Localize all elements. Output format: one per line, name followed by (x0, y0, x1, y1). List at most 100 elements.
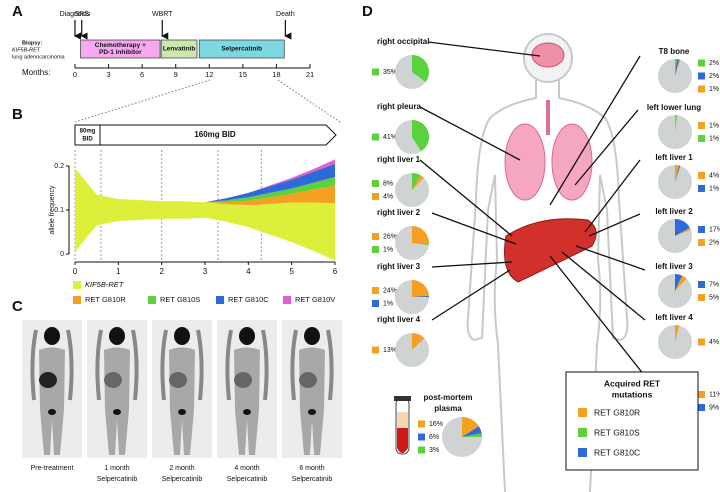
legend-label: RET G810C (594, 447, 640, 457)
label-swatch (418, 433, 425, 441)
scan-arms (225, 329, 269, 401)
pie-slice (675, 115, 677, 132)
tick-label: 3 (106, 70, 110, 79)
tick-label: 9 (174, 70, 178, 79)
label-swatch (698, 404, 705, 411)
value-label: 9% (709, 404, 719, 411)
tick-label: 0 (73, 267, 78, 276)
scan-label: 6 month (299, 465, 324, 472)
site-title: post-mortem (424, 393, 473, 402)
value-label: 13% (383, 347, 397, 354)
treatment-bar (80, 39, 161, 59)
tick-label: 12 (205, 70, 213, 79)
label-swatch (698, 226, 705, 233)
site-title: left liver 3 (655, 262, 693, 271)
scan-label: Pre-treatment (31, 465, 74, 472)
event-label: Diagnosis (60, 11, 91, 18)
scan-head (44, 327, 60, 345)
label-swatch (698, 172, 705, 179)
value-label: 2% (709, 239, 719, 246)
site-title: plasma (434, 404, 462, 413)
tick-label: 5 (289, 267, 294, 276)
label-swatch (372, 300, 379, 307)
legend-label: RET G810R (594, 407, 640, 417)
legend-swatch (283, 296, 291, 304)
pet-scan (217, 320, 277, 458)
pie-slice (462, 433, 482, 437)
pie-slice (675, 59, 681, 76)
body-illustration (394, 33, 629, 492)
value-label: 4% (383, 193, 393, 200)
pie-slice (412, 120, 429, 152)
label-swatch (418, 446, 425, 454)
event-label: Death (276, 11, 295, 18)
site-title: left liver 1 (655, 153, 693, 162)
pie-slice (675, 59, 680, 76)
value-label: 41% (383, 134, 397, 141)
scan-liver (169, 372, 187, 388)
leader-line (431, 261, 513, 268)
scan-arms (95, 329, 139, 401)
scan-arms (30, 329, 74, 401)
label-swatch (698, 239, 705, 246)
leader-line (588, 213, 641, 237)
pie-slice (412, 175, 424, 190)
label-swatch (698, 391, 705, 398)
event-label: SRS (75, 11, 90, 18)
tick-label: 18 (272, 70, 280, 79)
label-swatch (698, 122, 705, 129)
scan-label: 1 month (104, 465, 129, 472)
site-title: left lower lung (647, 103, 701, 112)
value-label: 26% (383, 233, 397, 240)
panel-label: C (12, 298, 23, 315)
clone-area (75, 163, 335, 203)
pie-slice (675, 59, 678, 76)
label-swatch (372, 133, 379, 141)
scan-liver (299, 372, 317, 388)
scan-arms (290, 329, 334, 401)
value-label: 17% (709, 226, 720, 233)
tick-label: 1 (116, 267, 121, 276)
treatment-label: Lenvatinib (163, 46, 196, 53)
legend-label: RET G810C (228, 295, 269, 304)
label-swatch (698, 294, 705, 301)
leader-line (427, 41, 541, 57)
scan-label: Selpercatinib (227, 476, 268, 483)
pet-scan (22, 320, 82, 458)
value-label: 1% (709, 86, 719, 93)
scan-head (239, 327, 255, 345)
scan-bladder (113, 409, 121, 415)
legend-title: mutations (612, 389, 653, 399)
pie-slice (462, 426, 482, 437)
legend-box (565, 371, 699, 471)
pie-slice (412, 295, 429, 297)
site-title: right liver 3 (377, 262, 421, 271)
scan-bladder (243, 409, 251, 415)
value-label: 8% (383, 180, 393, 187)
value-label: 2% (709, 60, 719, 67)
scan-bladder (178, 409, 186, 415)
biopsy-text: KIF5B-RET (12, 47, 41, 53)
label-swatch (698, 59, 705, 67)
pie-slice (675, 165, 681, 182)
dose-label: BID (82, 137, 93, 143)
legend-label: RET G810S (160, 295, 200, 304)
dose-label: 80mg (80, 129, 96, 135)
scan-bladder (48, 409, 56, 415)
panel-label: D (362, 3, 373, 20)
pie-slice (675, 227, 691, 236)
legend-swatch (578, 448, 587, 457)
legend-swatch (73, 296, 81, 304)
value-label: 1% (383, 300, 393, 307)
label-swatch (372, 287, 379, 294)
value-label: 1% (709, 122, 719, 129)
tick-label: 6 (140, 70, 144, 79)
value-label: 1% (383, 246, 393, 253)
event-label: WBRT (152, 11, 173, 18)
pie-slice (412, 55, 430, 82)
biopsy-title: Biopsy: (22, 40, 42, 46)
value-label: 6% (429, 434, 439, 441)
tick-label: 0 (60, 251, 64, 258)
leader-line (431, 269, 511, 321)
